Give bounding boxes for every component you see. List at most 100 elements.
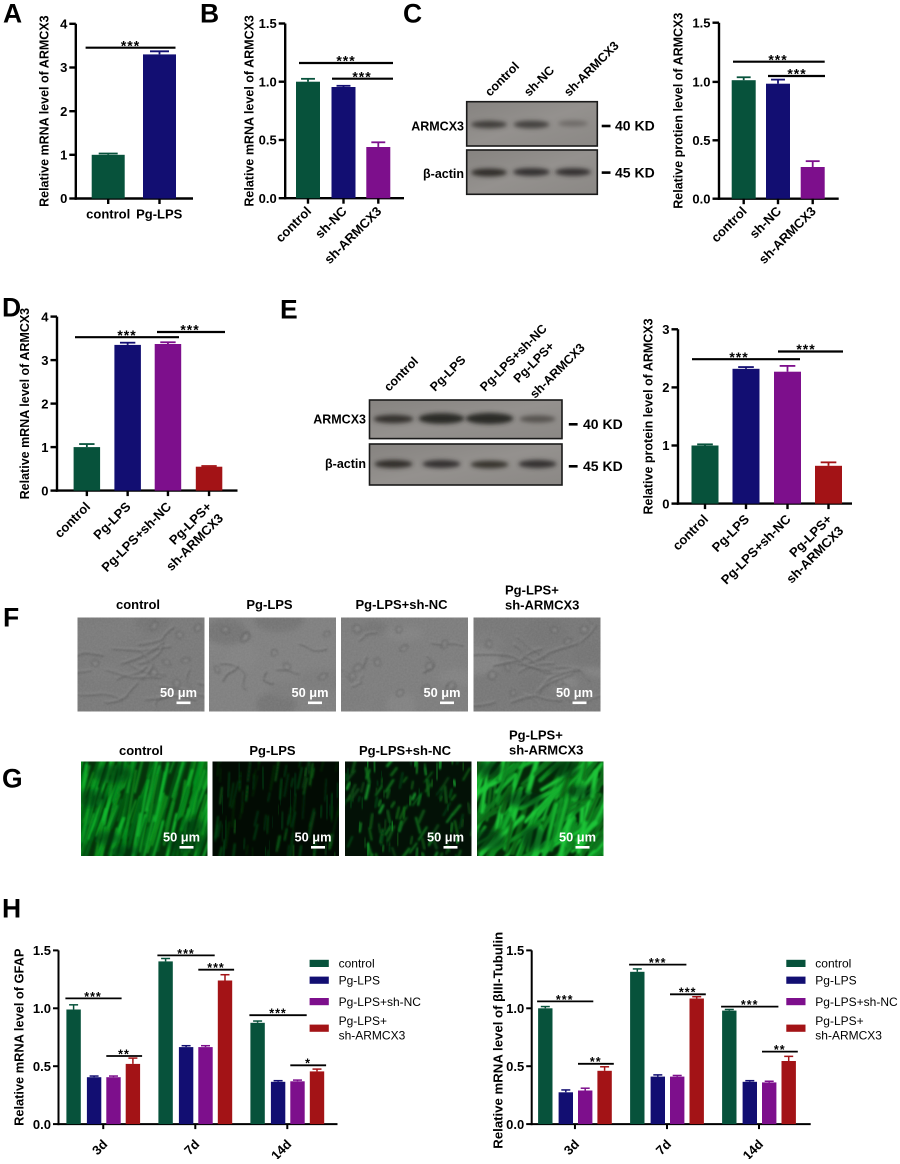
svg-text:ARMCX3: ARMCX3 [411, 120, 464, 134]
svg-text:1: 1 [41, 440, 48, 455]
svg-text:Relative mRNA level of ARMCX3: Relative mRNA level of ARMCX3 [18, 308, 32, 500]
svg-text:0.5: 0.5 [506, 1059, 524, 1074]
svg-text:Pg-LPS: Pg-LPS [815, 973, 856, 987]
svg-text:β-actin: β-actin [423, 167, 464, 181]
svg-text:50 μm: 50 μm [292, 685, 329, 700]
svg-text:1: 1 [60, 147, 67, 162]
svg-text:control: control [815, 957, 851, 971]
svg-text:Relative protein level of ARMC: Relative protein level of ARMCX3 [642, 318, 656, 514]
svg-text:β-actin: β-actin [325, 457, 366, 471]
svg-text:50 μm: 50 μm [295, 830, 332, 845]
svg-text:Pg-LPS: Pg-LPS [339, 973, 380, 987]
svg-text:Pg-LPS+sh-NC: Pg-LPS+sh-NC [815, 995, 898, 1009]
svg-text:***: *** [352, 68, 371, 84]
svg-text:0.0: 0.0 [33, 1117, 51, 1132]
svg-text:Pg-LPS+: Pg-LPS+ [505, 583, 559, 598]
svg-text:3: 3 [60, 60, 67, 75]
svg-text:4: 4 [60, 16, 68, 31]
svg-text:Relative mRNA level of ARMCX3: Relative mRNA level of ARMCX3 [243, 15, 257, 207]
svg-text:0: 0 [662, 496, 669, 511]
svg-text:Pg-LPS+: Pg-LPS+ [509, 728, 563, 743]
svg-text:Pg-LPS+: Pg-LPS+ [815, 1014, 863, 1028]
svg-text:control: control [116, 597, 160, 612]
svg-text:***: *** [729, 349, 748, 365]
svg-text:***: *** [768, 51, 787, 67]
svg-text:Pg-LPS+sh-NC: Pg-LPS+sh-NC [339, 995, 422, 1009]
svg-text:control: control [119, 743, 163, 758]
svg-text:Pg-LPS+: Pg-LPS+ [339, 1014, 387, 1028]
svg-text:**: ** [774, 1043, 786, 1057]
svg-text:4: 4 [41, 309, 49, 324]
svg-text:sh-ARMCX3: sh-ARMCX3 [505, 598, 579, 613]
svg-text:E: E [280, 295, 298, 325]
svg-text:***: *** [207, 961, 225, 975]
svg-text:50 μm: 50 μm [160, 685, 197, 700]
svg-text:ARMCX3: ARMCX3 [313, 413, 366, 427]
svg-text:0: 0 [41, 483, 48, 498]
svg-text:2: 2 [41, 396, 48, 411]
svg-text:1.5: 1.5 [33, 943, 51, 958]
svg-text:*: * [305, 1057, 311, 1071]
svg-text:1.0: 1.0 [692, 75, 710, 90]
svg-text:***: *** [556, 993, 574, 1007]
svg-text:***: *** [180, 322, 199, 338]
svg-text:40 KD: 40 KD [583, 416, 623, 432]
svg-text:Relative mRNA level of GFAP: Relative mRNA level of GFAP [12, 948, 27, 1126]
svg-text:1.5: 1.5 [259, 16, 277, 31]
svg-text:0.0: 0.0 [692, 191, 710, 206]
svg-text:45 KD: 45 KD [583, 458, 623, 474]
svg-text:50 μm: 50 μm [556, 685, 593, 700]
svg-text:45 KD: 45 KD [615, 164, 655, 180]
svg-text:0.5: 0.5 [33, 1059, 51, 1074]
svg-text:G: G [2, 764, 23, 794]
svg-text:3: 3 [662, 322, 669, 337]
svg-text:1.0: 1.0 [33, 1001, 51, 1016]
svg-text:sh-ARMCX3: sh-ARMCX3 [509, 743, 583, 758]
svg-text:C: C [403, 0, 422, 29]
svg-text:0.0: 0.0 [259, 191, 277, 206]
svg-text:***: *** [787, 66, 806, 82]
svg-text:Relative mRNA level of βIII-Tu: Relative mRNA level of βIII-Tubulin [491, 932, 506, 1149]
svg-text:1.0: 1.0 [259, 74, 277, 89]
svg-text:**: ** [118, 1047, 130, 1061]
svg-text:50 μm: 50 μm [163, 830, 200, 845]
svg-text:0.0: 0.0 [506, 1117, 524, 1132]
svg-text:***: *** [117, 327, 136, 343]
svg-text:***: *** [121, 37, 140, 53]
svg-text:***: *** [796, 341, 815, 357]
svg-text:***: *** [84, 990, 102, 1004]
svg-text:Pg-LPS+sh-NC: Pg-LPS+sh-NC [359, 743, 452, 758]
svg-text:Relative mRNA level of ARMCX3: Relative mRNA level of ARMCX3 [38, 15, 52, 207]
svg-text:50 μm: 50 μm [559, 830, 596, 845]
svg-text:***: *** [177, 947, 195, 961]
svg-text:B: B [200, 0, 219, 29]
svg-text:***: *** [649, 956, 667, 970]
svg-text:**: ** [590, 1055, 602, 1069]
svg-text:40 KD: 40 KD [615, 118, 655, 134]
svg-text:***: *** [741, 998, 759, 1012]
svg-text:A: A [3, 0, 22, 29]
svg-text:H: H [2, 894, 21, 924]
svg-text:F: F [3, 603, 19, 633]
svg-text:Relative protien level of ARMC: Relative protien level of ARMCX3 [672, 13, 686, 209]
svg-text:50 μm: 50 μm [424, 685, 461, 700]
svg-text:Pg-LPS: Pg-LPS [246, 597, 293, 612]
svg-text:0.5: 0.5 [692, 133, 710, 148]
svg-text:0.5: 0.5 [259, 133, 277, 148]
svg-text:1.0: 1.0 [506, 1001, 524, 1016]
svg-text:***: *** [679, 986, 697, 1000]
svg-text:control: control [86, 207, 130, 222]
svg-text:Pg-LPS: Pg-LPS [249, 743, 296, 758]
svg-text:Pg-LPS: Pg-LPS [136, 207, 183, 222]
svg-text:control: control [339, 957, 375, 971]
svg-text:***: *** [269, 1007, 287, 1021]
svg-text:1.5: 1.5 [692, 15, 710, 30]
svg-text:3: 3 [41, 353, 48, 368]
svg-text:1: 1 [662, 438, 669, 453]
svg-text:2: 2 [60, 104, 67, 119]
svg-text:0: 0 [60, 191, 67, 206]
svg-text:***: *** [336, 53, 355, 69]
svg-text:1.5: 1.5 [506, 943, 524, 958]
svg-text:sh-ARMCX3: sh-ARMCX3 [815, 1029, 882, 1043]
svg-text:50 μm: 50 μm [427, 830, 464, 845]
